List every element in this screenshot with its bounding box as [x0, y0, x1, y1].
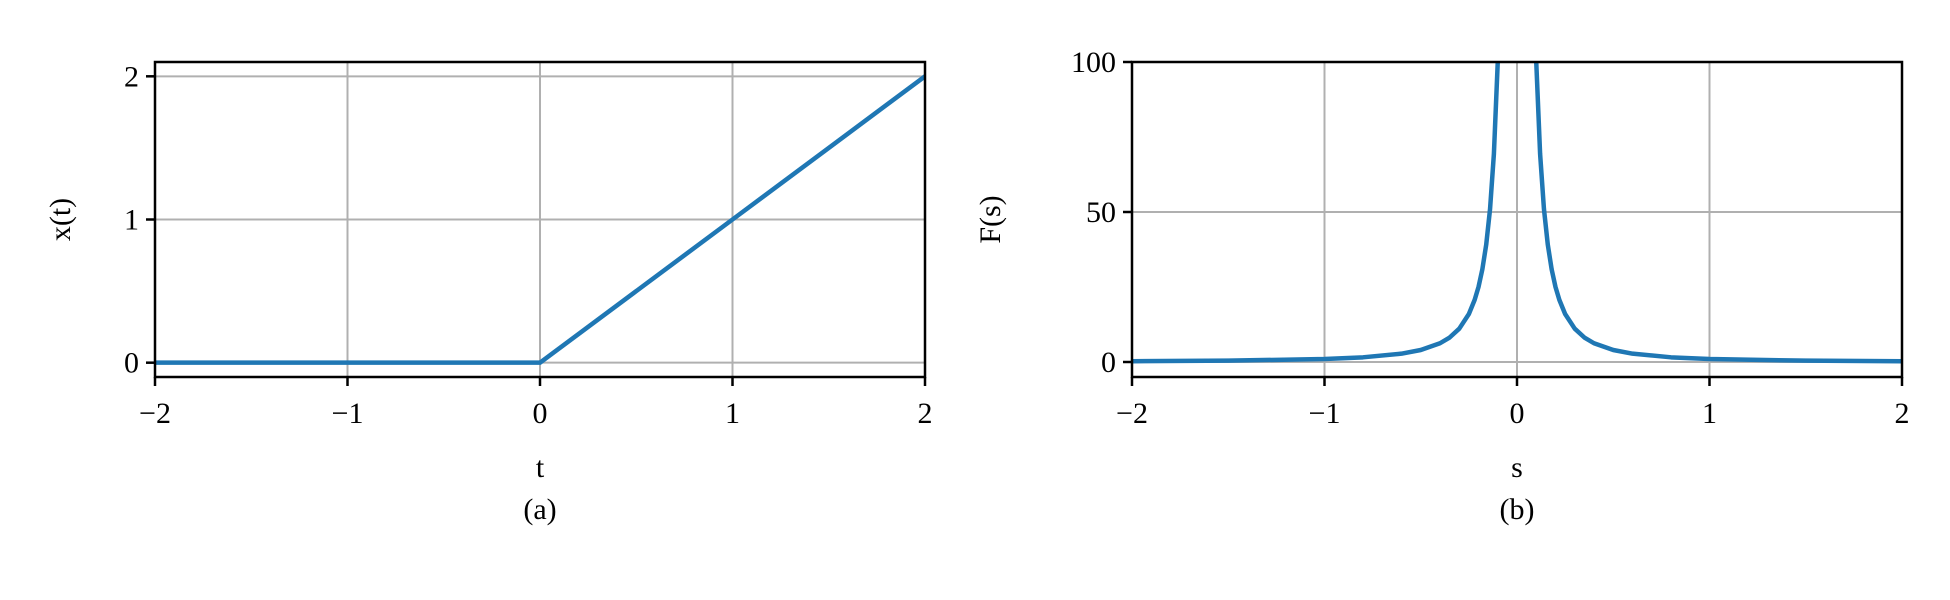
y-tick-label: 0 [1101, 346, 1116, 379]
chart-panel-b: −2 −1 0 1 2 0 50 100 s F(s) (b) [974, 46, 1910, 526]
y-tick-label: 1 [124, 204, 139, 237]
series-line [155, 74, 925, 365]
x-tick-label: −1 [332, 397, 364, 430]
x-axis-label: t [536, 451, 545, 484]
y-tick-label: 2 [124, 60, 139, 93]
y-axis-label: x(t) [44, 198, 77, 241]
y-tick-label: 50 [1086, 196, 1116, 229]
x-tick-label: −2 [1116, 397, 1148, 430]
x-tick-label: 2 [918, 397, 933, 430]
y-tick-label: 0 [124, 347, 139, 380]
x-tick-label: 0 [1510, 397, 1525, 430]
x-axis-label: s [1511, 451, 1523, 484]
chart-panel-a: −2 −1 0 1 2 0 1 2 t x(t) (a) [44, 60, 933, 526]
x-tick-label: 1 [1702, 397, 1717, 430]
series-line [1533, 62, 1902, 364]
y-axis-label: F(s) [974, 195, 1007, 243]
panel-caption: (b) [1500, 493, 1535, 526]
x-tick-label: 0 [533, 397, 548, 430]
panel-caption: (a) [523, 493, 556, 526]
series-line [1132, 62, 1501, 364]
x-tick-label: −1 [1309, 397, 1341, 430]
x-tick-label: 2 [1895, 397, 1910, 430]
y-tick-label: 100 [1071, 46, 1116, 79]
x-tick-label: 1 [725, 397, 740, 430]
x-tick-label: −2 [139, 397, 171, 430]
